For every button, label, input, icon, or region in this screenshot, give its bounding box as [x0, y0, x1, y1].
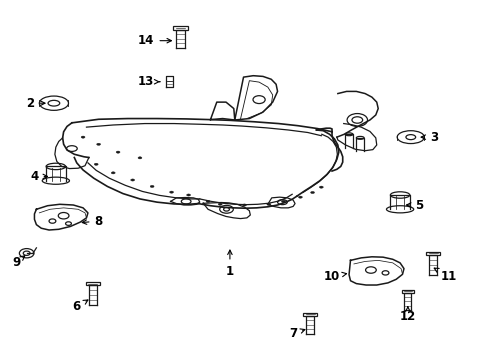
Ellipse shape — [81, 136, 85, 138]
Ellipse shape — [150, 185, 154, 188]
Ellipse shape — [266, 203, 270, 205]
Ellipse shape — [138, 157, 142, 159]
Bar — [172, 26, 188, 30]
Ellipse shape — [242, 204, 246, 206]
Ellipse shape — [298, 196, 302, 198]
Ellipse shape — [169, 191, 173, 193]
Text: 8: 8 — [82, 215, 102, 228]
Ellipse shape — [94, 163, 98, 165]
Bar — [302, 312, 317, 316]
Text: 10: 10 — [323, 270, 346, 283]
Text: 2: 2 — [26, 97, 45, 110]
Ellipse shape — [319, 186, 323, 188]
Text: 11: 11 — [433, 268, 456, 283]
Ellipse shape — [310, 192, 314, 194]
Ellipse shape — [186, 194, 190, 196]
Bar — [85, 282, 100, 285]
Text: 1: 1 — [225, 250, 233, 278]
Text: 14: 14 — [138, 34, 171, 47]
Text: 4: 4 — [30, 170, 47, 183]
Ellipse shape — [130, 179, 134, 181]
Bar — [425, 252, 440, 255]
Ellipse shape — [218, 203, 222, 205]
Text: 5: 5 — [406, 198, 423, 212]
Ellipse shape — [97, 143, 101, 145]
Text: 12: 12 — [399, 307, 415, 323]
Ellipse shape — [205, 201, 209, 203]
Ellipse shape — [281, 201, 285, 203]
Ellipse shape — [111, 172, 115, 174]
Ellipse shape — [116, 151, 120, 153]
Text: 13: 13 — [138, 75, 160, 88]
Text: 7: 7 — [288, 327, 304, 340]
Text: 3: 3 — [420, 131, 437, 144]
Text: 9: 9 — [13, 256, 25, 269]
Text: 6: 6 — [73, 300, 88, 313]
Bar — [401, 290, 413, 293]
